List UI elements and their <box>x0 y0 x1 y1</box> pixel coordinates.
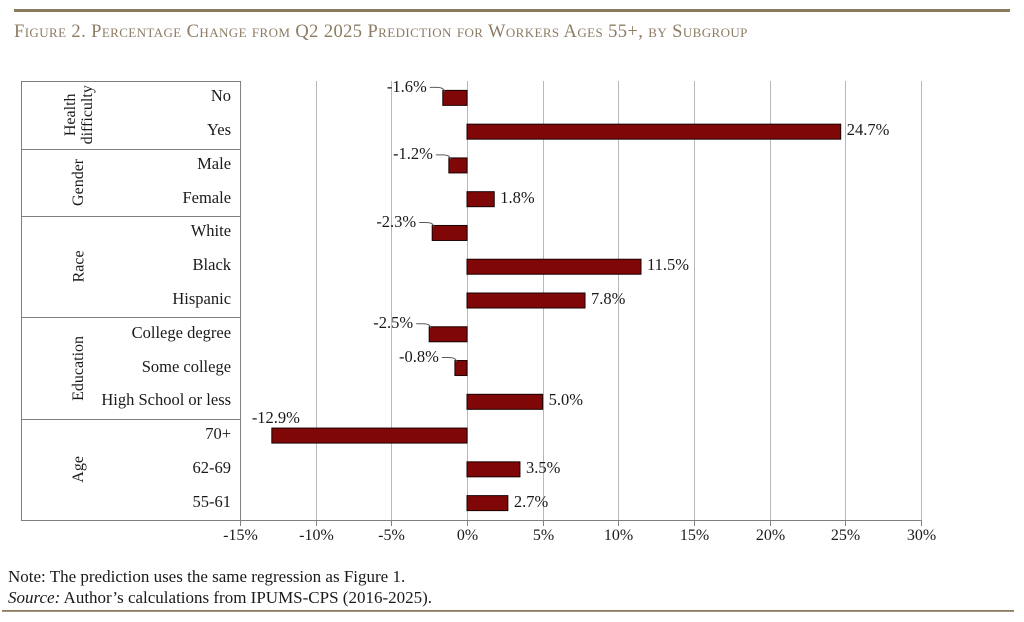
leader-line <box>435 154 451 160</box>
row-label: Some college <box>141 356 232 376</box>
axis-tick-label: 15% <box>679 527 710 544</box>
bar <box>428 326 468 343</box>
leader-line <box>441 357 457 363</box>
row-label: White <box>190 221 232 241</box>
bar <box>466 393 544 410</box>
axis-tick-label: 10% <box>603 527 634 544</box>
bar-value-label: 24.7% <box>846 120 890 140</box>
bar-value-label: -1.2% <box>392 144 433 164</box>
row-label: No <box>210 86 232 106</box>
row-label: Male <box>197 153 232 173</box>
bar-value-label: -2.5% <box>373 313 414 333</box>
bar-value-label: 5.0% <box>548 390 584 410</box>
row-label: Female <box>182 187 232 207</box>
note-text: Note: The prediction uses the same regre… <box>8 567 405 587</box>
axis-tick-label: 20% <box>755 527 786 544</box>
figure-title: Figure 2. Percentage Change from Q2 2025… <box>14 22 748 42</box>
bar <box>271 427 468 444</box>
bottom-rule <box>2 610 1014 612</box>
bar <box>466 292 586 309</box>
bar <box>466 495 509 512</box>
row-label: College degree <box>131 322 232 342</box>
bar <box>454 360 468 377</box>
bar-value-label: 3.5% <box>525 457 561 477</box>
row-label: High School or less <box>101 390 232 410</box>
axis-tick-label: -5% <box>378 527 405 544</box>
source-body: Author’s calculations from IPUMS-CPS (20… <box>60 588 433 607</box>
leader-line <box>429 86 445 92</box>
bar-value-label: 11.5% <box>646 255 689 275</box>
bar-value-label: 1.8% <box>500 187 535 207</box>
row-label: 62-69 <box>192 457 232 477</box>
bar <box>442 89 468 106</box>
row-label: Black <box>192 255 232 275</box>
axis-tick-label: -10% <box>299 527 334 544</box>
bar <box>466 123 842 140</box>
bar <box>448 157 468 174</box>
source-text: Source: Author’s calculations from IPUMS… <box>8 588 432 608</box>
axis-tick-label: -15% <box>223 527 258 544</box>
axis-tick-label: 5% <box>532 527 555 544</box>
bar <box>466 461 521 478</box>
bar-value-label: -1.6% <box>386 76 427 96</box>
row-label: 55-61 <box>192 491 232 511</box>
bar <box>431 224 468 241</box>
row-label: 70+ <box>205 424 232 444</box>
row-label: Hispanic <box>172 289 232 308</box>
axis-tick-label: 30% <box>906 527 937 544</box>
leader-line <box>416 323 432 329</box>
category-frame <box>21 81 242 521</box>
bar <box>466 191 495 208</box>
leader-line <box>419 221 435 228</box>
top-rule <box>14 9 1010 12</box>
row-label: Yes <box>207 120 232 140</box>
source-label: Source: <box>8 588 61 607</box>
axis-tick-label: 0% <box>456 527 479 544</box>
bar-value-label: 7.8% <box>591 289 626 308</box>
note-label: Note: The prediction uses the same regre… <box>8 567 406 586</box>
axis-tick-label: 25% <box>830 527 861 544</box>
bar-value-label: -2.3% <box>376 211 417 231</box>
bar <box>466 258 642 275</box>
bar-value-label: -0.8% <box>399 347 439 367</box>
bar-value-label: 2.7% <box>513 491 549 511</box>
bar-value-label: -12.9% <box>251 407 300 427</box>
